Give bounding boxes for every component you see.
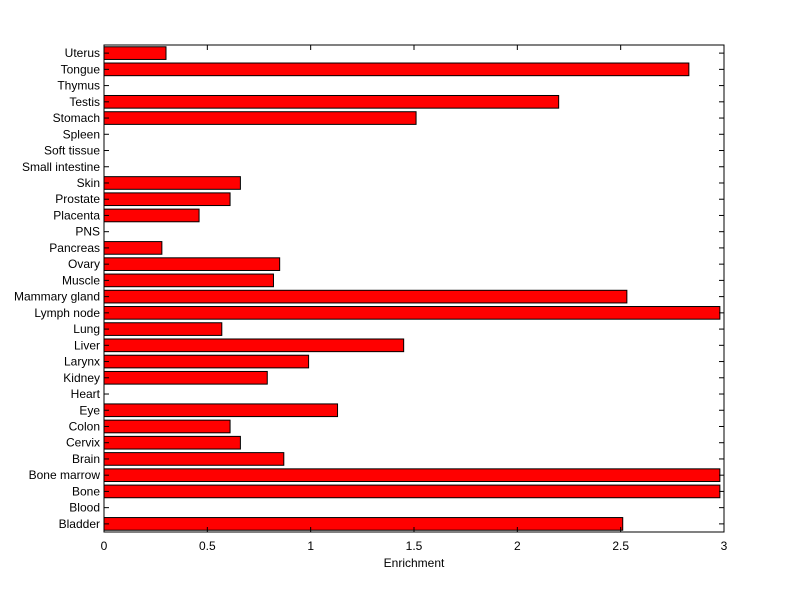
bar-muscle	[103, 273, 274, 288]
bar-eye	[103, 403, 339, 418]
bar-ovary	[103, 257, 281, 271]
y-tick-label-stomach: Stomach	[53, 111, 100, 125]
bar-larynx	[103, 354, 310, 369]
y-tick-label-testis: Testis	[69, 95, 100, 109]
x-tick-label-3: 1.5	[406, 539, 423, 553]
y-tick-label-heart: Heart	[71, 387, 101, 401]
y-tick-label-pns: PNS	[75, 225, 100, 239]
y-tick-label-pancreas: Pancreas	[49, 241, 100, 255]
x-tick-label-6: 3	[721, 539, 728, 553]
y-tick-label-blood: Blood	[69, 501, 100, 515]
x-tick-label-2: 1	[307, 539, 314, 553]
y-tick-label-prostate: Prostate	[55, 192, 100, 206]
plot-area-frame	[103, 44, 725, 533]
y-tick-label-lung: Lung	[73, 322, 100, 336]
bar-mammary-gland	[103, 289, 628, 304]
y-tick-label-brain: Brain	[72, 452, 100, 466]
y-tick-label-colon: Colon	[69, 419, 100, 433]
y-tick-label-ovary: Ovary	[68, 257, 100, 271]
y-tick-label-uterus: Uterus	[65, 46, 100, 60]
y-tick-label-kidney: Kidney	[63, 371, 100, 385]
bar-bladder	[103, 517, 624, 531]
y-tick-label-skin: Skin	[77, 176, 100, 190]
y-tick-label-tongue: Tongue	[61, 62, 101, 76]
x-tick-label-4: 2	[514, 539, 521, 553]
y-tick-label-lymph-node: Lymph node	[34, 306, 100, 320]
x-tick-label-0: 0	[101, 539, 108, 553]
labels-layer: Bladder Blood Bone Bone marrow Brain Cervix Co…	[14, 46, 728, 553]
bar-cervix	[103, 435, 241, 450]
y-tick-label-placenta: Placenta	[53, 208, 100, 222]
bar-kidney	[103, 370, 268, 385]
y-tick-label-eye: Eye	[79, 403, 100, 417]
y-tick-label-liver: Liver	[74, 338, 100, 352]
x-tick-label-5: 2.5	[612, 539, 629, 553]
bar-bone-marrow	[103, 468, 721, 483]
bar-testis	[103, 94, 560, 109]
bar-liver	[103, 338, 405, 353]
y-tick-label-muscle: Muscle	[62, 273, 100, 287]
y-tick-label-spleen: Spleen	[63, 127, 100, 141]
y-tick-label-bone-marrow: Bone marrow	[29, 468, 101, 482]
y-tick-label-bladder: Bladder	[59, 517, 100, 531]
bar-lung	[103, 322, 223, 336]
bar-tongue	[103, 62, 690, 77]
y-tick-label-cervix: Cervix	[66, 436, 100, 450]
y-tick-label-larynx: Larynx	[64, 355, 100, 369]
y-tick-label-bone: Bone	[72, 484, 100, 498]
x-axis-label: Enrichment	[384, 556, 445, 570]
y-tick-label-mammary-gland: Mammary gland	[14, 290, 100, 304]
bar-bone	[103, 484, 721, 499]
bar-uterus	[103, 46, 167, 60]
bar-skin	[103, 176, 241, 190]
bar-prostate	[103, 192, 231, 207]
bar-placenta	[103, 208, 200, 223]
bar-stomach	[103, 111, 417, 125]
bar-brain	[103, 452, 285, 466]
y-tick-label-small-intestine: Small intestine	[22, 160, 100, 174]
bars-layer	[103, 46, 721, 531]
y-tick-label-soft-tissue: Soft tissue	[44, 144, 100, 158]
x-tick-label-1: 0.5	[199, 539, 216, 553]
bar-colon	[103, 419, 231, 434]
y-tick-label-thymus: Thymus	[57, 79, 100, 93]
bar-lymph-node	[103, 306, 721, 320]
bar-pancreas	[103, 241, 163, 255]
